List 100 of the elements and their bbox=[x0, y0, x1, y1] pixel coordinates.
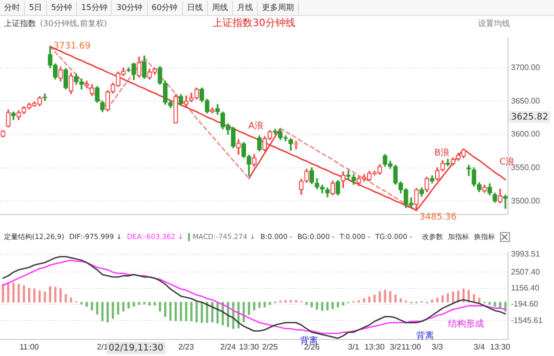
text: 更多周期 bbox=[258, 0, 299, 14]
bar bbox=[90, 302, 94, 310]
bar bbox=[12, 282, 15, 303]
bar bbox=[190, 302, 192, 322]
bar bbox=[174, 302, 177, 322]
text: (30分钟线,前复权) bbox=[40, 18, 107, 28]
bar bbox=[258, 302, 261, 308]
annotation: 背离 bbox=[416, 330, 434, 342]
bar bbox=[112, 302, 114, 319]
x-tick-label: 3/4 bbox=[474, 342, 486, 352]
bar bbox=[44, 292, 46, 303]
x-tick-label: 13:30 bbox=[490, 342, 511, 352]
bar bbox=[18, 284, 20, 303]
bar bbox=[7, 283, 10, 303]
bar bbox=[185, 302, 188, 322]
bar bbox=[164, 302, 166, 317]
y-tick-label: 1156.40 bbox=[511, 284, 540, 293]
chart-title: 上证指数30分钟线 bbox=[212, 18, 296, 29]
bar bbox=[38, 290, 41, 303]
y-tick-label: 3700.00 bbox=[511, 62, 540, 72]
x-tick-label: 11:00 bbox=[19, 342, 40, 352]
bar bbox=[22, 286, 26, 303]
bar bbox=[248, 302, 250, 316]
x-tick-label: 13:30 bbox=[238, 342, 260, 352]
x-tick-label: 13:30 bbox=[364, 342, 386, 352]
bar bbox=[310, 302, 313, 308]
bar bbox=[400, 298, 402, 303]
bar bbox=[132, 302, 135, 307]
bar bbox=[128, 302, 130, 309]
bar bbox=[49, 286, 52, 303]
bar bbox=[169, 302, 172, 321]
chart-subtitle: 上证指数 bbox=[4, 18, 36, 28]
bar bbox=[80, 302, 83, 304]
text: 月线 bbox=[232, 0, 258, 14]
bar bbox=[154, 302, 156, 306]
bar bbox=[305, 302, 308, 305]
bar bbox=[394, 294, 397, 303]
text: 日线 bbox=[182, 0, 208, 14]
text: 周线 bbox=[208, 0, 233, 14]
y-tick-label: 2507.40 bbox=[511, 267, 540, 276]
bar bbox=[284, 300, 287, 303]
bar bbox=[253, 302, 256, 310]
bar bbox=[54, 286, 56, 303]
bar bbox=[268, 302, 271, 305]
x-tick-label: 2/25 bbox=[262, 342, 278, 352]
bar bbox=[211, 302, 214, 322]
x-tick-label: 2/24 bbox=[220, 342, 236, 352]
annotation: B浪 bbox=[434, 147, 450, 158]
y-tick-label: 3650.00 bbox=[511, 96, 540, 106]
text: 30分钟 bbox=[112, 0, 148, 14]
text: 15分钟 bbox=[77, 0, 112, 14]
bar bbox=[158, 302, 162, 312]
bar bbox=[452, 292, 454, 303]
bar bbox=[336, 302, 340, 308]
bar bbox=[332, 302, 334, 310]
bar bbox=[28, 288, 30, 303]
x-tick-label: 2/1 bbox=[96, 342, 109, 352]
bar bbox=[86, 302, 88, 307]
y-tick-label: 3993.51 bbox=[511, 249, 540, 258]
bar bbox=[122, 302, 124, 312]
bar bbox=[436, 298, 438, 303]
x-tick-label: 3/1 bbox=[348, 342, 360, 352]
bar bbox=[117, 302, 120, 315]
text: 分时 bbox=[0, 0, 25, 14]
bar bbox=[264, 302, 266, 308]
text: 3625.82 bbox=[511, 112, 548, 122]
bar bbox=[446, 293, 449, 303]
bar bbox=[358, 300, 360, 303]
bar bbox=[64, 294, 67, 303]
bar bbox=[294, 300, 298, 303]
annotation: 3731.69 bbox=[53, 41, 91, 52]
bar bbox=[378, 291, 381, 303]
annotation: 3485.36 bbox=[419, 212, 457, 222]
annotation: 结构形成 bbox=[448, 318, 484, 330]
y-tick-label: 3500.00 bbox=[511, 196, 540, 206]
bar bbox=[488, 302, 491, 305]
bar bbox=[373, 294, 376, 303]
bar bbox=[70, 298, 72, 303]
text: 02/19,11:30 bbox=[108, 343, 164, 354]
y-tick-label: -1545.61 bbox=[511, 316, 544, 325]
y-tick-label: 3550.00 bbox=[511, 162, 540, 172]
bar bbox=[478, 298, 480, 303]
x-tick-label: 2/23 bbox=[178, 342, 194, 352]
y-tick-label: -194.60 bbox=[511, 300, 539, 309]
x-tick-label: 3/3 bbox=[432, 342, 444, 352]
text: 5分钟 bbox=[47, 0, 78, 14]
text: 5日 bbox=[25, 0, 48, 14]
bar bbox=[290, 300, 292, 303]
bar bbox=[384, 290, 386, 303]
bar bbox=[180, 302, 182, 322]
bar bbox=[138, 302, 140, 305]
bar bbox=[96, 302, 98, 315]
x-tick-label: 11:00 bbox=[401, 342, 422, 352]
y-tick-label: 3600.00 bbox=[511, 130, 540, 139]
bar bbox=[33, 288, 36, 303]
annotation: A浪 bbox=[248, 120, 264, 132]
bar bbox=[321, 302, 324, 311]
bar bbox=[326, 302, 329, 310]
bar bbox=[196, 302, 198, 322]
text: 60分钟 bbox=[148, 0, 183, 14]
